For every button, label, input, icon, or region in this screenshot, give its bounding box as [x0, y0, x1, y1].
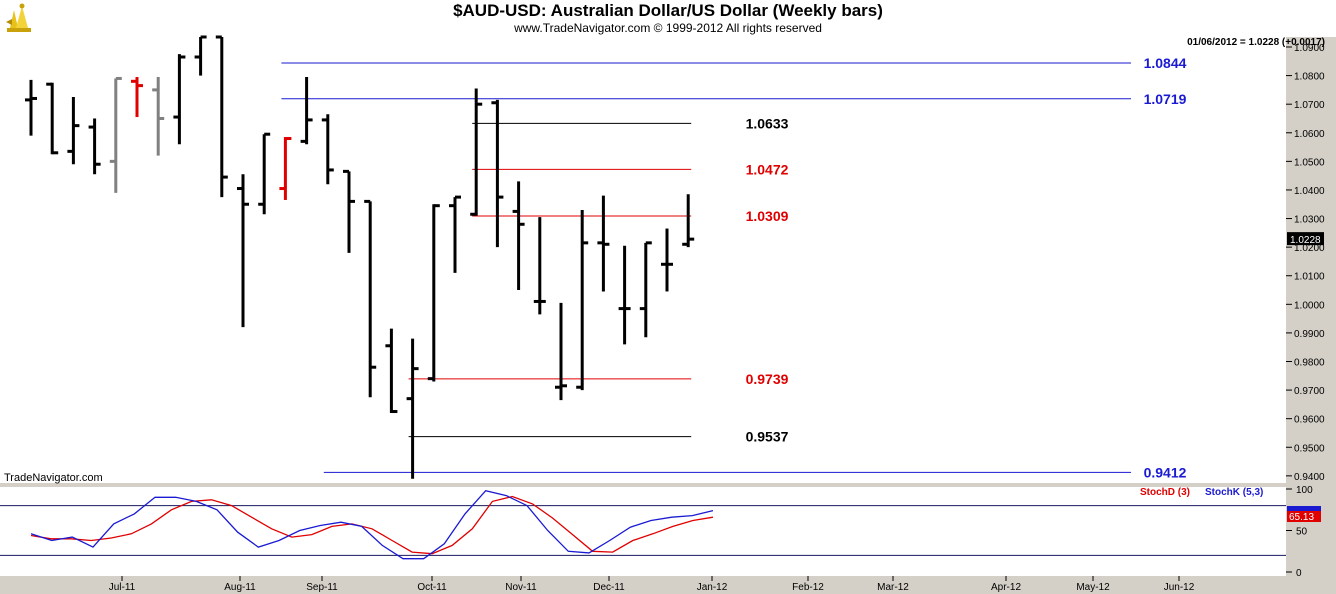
price-tick-label: 1.0100 — [1294, 272, 1325, 283]
x-tick-label: Jul-11 — [109, 582, 136, 593]
x-tick-label: Sep-11 — [306, 582, 338, 593]
watermark-text: TradeNavigator.com — [4, 472, 103, 484]
stoch-group: StochD (3) StochK (5,3) — [0, 487, 1286, 560]
price-bars-group — [25, 35, 695, 479]
price-tick-label: 1.0800 — [1294, 72, 1325, 83]
stoch-d-value: 65.13 — [1289, 512, 1314, 523]
level-label: 1.0719 — [1144, 91, 1187, 107]
price-panel-bg — [0, 37, 1286, 483]
level-label: 0.9739 — [746, 371, 789, 387]
x-tick-label: Jan-12 — [697, 582, 728, 593]
price-tick-label: 0.9800 — [1294, 357, 1325, 368]
x-tick-label: Feb-12 — [792, 582, 824, 593]
level-label: 1.0309 — [746, 208, 789, 224]
price-tick-label: 0.9400 — [1294, 472, 1325, 483]
x-tick-label: Apr-12 — [991, 582, 1021, 593]
stoch-tick-label: 0 — [1296, 568, 1302, 579]
price-tick-label: 1.0000 — [1294, 300, 1325, 311]
stoch-d-tag — [1287, 511, 1321, 522]
stoch-tick-label: 50 — [1296, 527, 1308, 538]
price-tick-label: 1.0500 — [1294, 157, 1325, 168]
stoch-line — [30, 489, 714, 560]
last-price-tag — [1287, 232, 1324, 246]
price-tick-label: 0.9500 — [1294, 443, 1325, 454]
level-label: 1.0844 — [1144, 55, 1187, 71]
price-tick-label: 1.0200 — [1294, 243, 1325, 254]
stoch-tick-label: 100 — [1296, 485, 1313, 496]
level-label: 1.0472 — [746, 161, 789, 177]
last-info-label: 01/06/2012 = 1.0228 (+0.0017) — [1187, 37, 1325, 48]
x-tick-label: Dec-11 — [593, 582, 625, 593]
stoch-panel-bg — [0, 487, 1286, 576]
level-label: 0.9537 — [746, 429, 789, 445]
x-tick-label: Nov-11 — [505, 582, 537, 593]
x-axis: Jul-11 Aug-11 Sep-11 Oct-11 Nov-11 Dec-11 Jan-… — [109, 576, 1195, 593]
level-label: 1.0633 — [746, 115, 789, 131]
last-price-value: 1.0228 — [1290, 235, 1321, 246]
level-label: 0.9412 — [1144, 464, 1187, 480]
price-tick-label: 1.0300 — [1294, 215, 1325, 226]
stoch-d-legend: StochD (3) — [1140, 487, 1190, 498]
chart-title: $AUD-USD: Australian Dollar/US Dollar (W… — [453, 1, 883, 20]
stoch-axis: 100 50 0 65.13 — [1286, 485, 1321, 579]
x-tick-label: Oct-11 — [417, 582, 447, 593]
copyright-text: www.TradeNavigator.com © 1999-2012 All r… — [514, 21, 822, 35]
price-axis: 1.0900 1.0800 1.0700 1.0600 1.0500 1.0400 1.03… — [1286, 43, 1325, 483]
price-tick-label: 0.9700 — [1294, 386, 1325, 397]
price-tick-label: 0.9600 — [1294, 415, 1325, 426]
x-tick-label: Jun-12 — [1164, 582, 1195, 593]
price-tick-label: 0.9900 — [1294, 329, 1325, 340]
x-tick-label: May-12 — [1076, 582, 1110, 593]
x-tick-label: Mar-12 — [877, 582, 909, 593]
x-tick-label: Aug-11 — [224, 582, 256, 593]
trade-navigator-logo-icon — [4, 2, 34, 34]
price-tick-label: 1.0900 — [1294, 43, 1325, 54]
stoch-line — [30, 495, 714, 555]
stoch-k-legend: StochK (5,3) — [1205, 487, 1263, 498]
chart-header: $AUD-USD: Australian Dollar/US Dollar (W… — [0, 0, 1336, 37]
price-tick-label: 1.0700 — [1294, 100, 1325, 111]
price-tick-label: 1.0400 — [1294, 186, 1325, 197]
price-tick-label: 1.0600 — [1294, 129, 1325, 140]
levels-group: 1.0844 1.0719 1.0633 1.0472 1.0309 0.9739 0.95… — [281, 55, 1187, 480]
